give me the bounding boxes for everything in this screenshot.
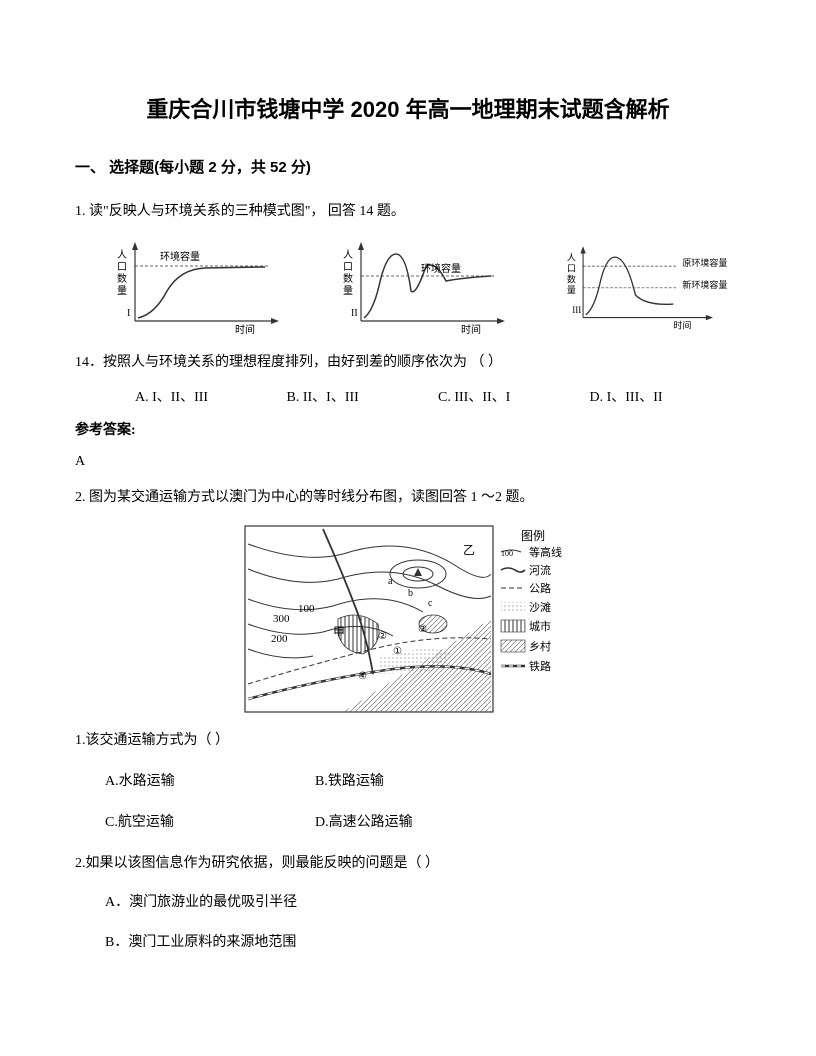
chart2-curve-label: 环境容量 xyxy=(421,262,461,275)
chart3-label-top: 原环境容量 xyxy=(682,257,727,268)
legend-title: 图例 xyxy=(521,529,545,543)
q2-sub2: 2.如果以该图信息作为研究依据，则最能反映的问题是（ ） xyxy=(75,851,741,876)
svg-text:乙: 乙 xyxy=(463,543,475,557)
q1-opt-b: B. II、I、III xyxy=(287,385,439,410)
svg-text:100: 100 xyxy=(501,549,513,558)
svg-text:数: 数 xyxy=(117,272,127,285)
svg-text:城市: 城市 xyxy=(529,619,551,633)
svg-text:①: ① xyxy=(393,646,402,657)
svg-text:人: 人 xyxy=(343,249,353,261)
q2-sub1-opt-c: C.航空运输 xyxy=(105,810,315,835)
svg-text:人: 人 xyxy=(567,253,576,263)
charts-row: 人 口 数 量 环境容量 I 时间 人 口 数 量 环境容量 II 时间 人 口… xyxy=(105,236,741,336)
svg-text:时间: 时间 xyxy=(461,323,481,336)
svg-text:200: 200 xyxy=(271,633,288,645)
chart1-roman: I xyxy=(127,308,130,319)
q2-sub1-opts-cd: C.航空运输 D.高速公路运输 xyxy=(75,810,741,835)
svg-text:③: ③ xyxy=(418,624,427,635)
svg-text:数: 数 xyxy=(567,273,576,284)
answer-value: A xyxy=(75,449,741,474)
page-title: 重庆合川市钱塘中学 2020 年高一地理期末试题含解析 xyxy=(75,90,741,130)
svg-text:量: 量 xyxy=(343,285,353,297)
section-header: 一、 选择题(每小题 2 分，共 52 分) xyxy=(75,154,741,181)
q1-sub: 14．按照人与环境关系的理想程度排列，由好到差的顺序依次为 （ ） xyxy=(75,350,741,375)
map-figure: 300 200 100 甲 乙 a b c ① ② ③ ④ 图例 100 等高线… xyxy=(243,524,573,714)
q2-sub1-opt-d: D.高速公路运输 xyxy=(315,810,413,835)
chart-1: 人 口 数 量 环境容量 I 时间 xyxy=(105,236,290,336)
svg-text:a: a xyxy=(388,576,393,587)
q2-sub2-opt-b: B．澳门工业原料的来源地范围 xyxy=(75,930,741,955)
svg-text:100: 100 xyxy=(298,603,315,615)
chart-2: 人 口 数 量 环境容量 II 时间 xyxy=(331,236,516,336)
map-container: 300 200 100 甲 乙 a b c ① ② ③ ④ 图例 100 等高线… xyxy=(75,524,741,714)
svg-text:c: c xyxy=(428,598,433,609)
svg-text:口: 口 xyxy=(117,262,127,273)
q2-sub1-opt-b: B.铁路运输 xyxy=(315,769,384,794)
answer-label: 参考答案: xyxy=(75,418,741,443)
svg-text:量: 量 xyxy=(567,285,576,295)
svg-text:300: 300 xyxy=(273,613,290,625)
svg-text:河流: 河流 xyxy=(529,563,551,577)
chart3-label-bottom: 新环境容量 xyxy=(682,279,727,290)
svg-text:口: 口 xyxy=(567,263,576,273)
chart1-curve-label: 环境容量 xyxy=(160,250,200,263)
q2-sub1: 1.该交通运输方式为（ ） xyxy=(75,728,741,753)
svg-text:时间: 时间 xyxy=(673,319,691,330)
q1-options: A. I、II、III B. II、I、III C. III、II、I D. I… xyxy=(75,385,741,410)
svg-text:铁路: 铁路 xyxy=(529,660,551,673)
chart3-roman: III xyxy=(572,305,581,315)
svg-text:量: 量 xyxy=(117,285,127,297)
svg-text:甲: 甲 xyxy=(333,625,345,639)
svg-text:乡村: 乡村 xyxy=(529,639,551,653)
q2-sub1-opts-ab: A.水路运输 B.铁路运输 xyxy=(75,769,741,794)
chart-3: 人 口 数 量 原环境容量 新环境容量 III 时间 xyxy=(556,236,741,336)
y-label-char: 人 xyxy=(117,249,127,261)
svg-text:②: ② xyxy=(378,631,387,642)
svg-text:④: ④ xyxy=(358,671,367,682)
svg-text:b: b xyxy=(408,588,413,599)
q2-sub2-opt-a: A．澳门旅游业的最优吸引半径 xyxy=(75,890,741,915)
q1-opt-c: C. III、II、I xyxy=(438,385,590,410)
svg-text:等高线: 等高线 xyxy=(529,545,562,559)
svg-text:口: 口 xyxy=(343,262,353,273)
x-label: 时间 xyxy=(235,323,255,336)
svg-text:数: 数 xyxy=(343,272,353,285)
q2-prompt: 2. 图为某交通运输方式以澳门为中心的等时线分布图，读图回答 1 ～2 题。 xyxy=(75,485,741,510)
q1-prompt: 1. 读"反映人与环境关系的三种模式图"， 回答 14 题。 xyxy=(75,199,741,224)
chart2-roman: II xyxy=(351,308,358,319)
q1-opt-d: D. I、III、II xyxy=(590,385,742,410)
q1-opt-a: A. I、II、III xyxy=(135,385,287,410)
svg-text:沙滩: 沙滩 xyxy=(529,600,551,614)
svg-text:公路: 公路 xyxy=(529,582,551,595)
q2-sub1-opt-a: A.水路运输 xyxy=(105,769,315,794)
